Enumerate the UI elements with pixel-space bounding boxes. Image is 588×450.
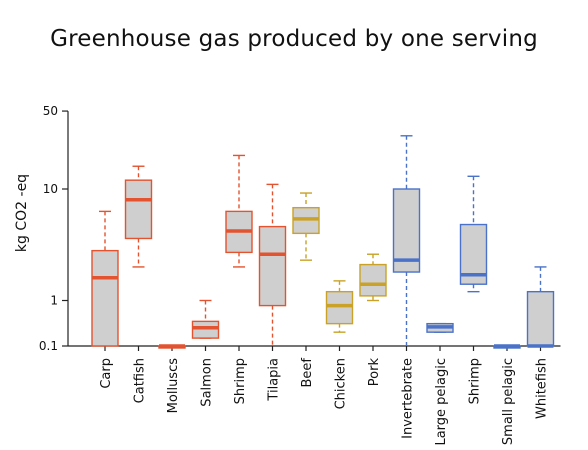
y-tick-label: 1 xyxy=(50,294,58,308)
iqr-box xyxy=(124,179,153,240)
iqr-box xyxy=(325,290,354,325)
y-axis: 50 10 1 0.1 xyxy=(39,104,69,353)
x-tick-label: Large pelagic xyxy=(434,358,449,446)
x-tick-label: Molluscs xyxy=(166,358,181,414)
iqr-box xyxy=(392,188,421,273)
x-tick-label: Beef xyxy=(300,358,315,388)
box-beef xyxy=(292,192,320,261)
box-invertebrate xyxy=(392,135,421,346)
box-tilapia xyxy=(258,183,287,346)
x-tick-label: Small pelagic xyxy=(501,358,516,445)
x-tick-label: Pork xyxy=(367,358,382,387)
y-tick-label: 0.1 xyxy=(39,339,58,353)
chart-title: Greenhouse gas produced by one serving xyxy=(50,26,538,52)
iqr-box xyxy=(526,290,555,347)
iqr-box xyxy=(91,249,119,347)
box-carp xyxy=(91,210,119,347)
box-shrimp xyxy=(225,154,253,268)
y-tick-label: 50 xyxy=(43,104,58,118)
box-salmon xyxy=(191,299,220,339)
x-tick-label: Invertebrate xyxy=(401,358,416,439)
x-tick-label: Catfish xyxy=(133,358,148,403)
x-tick-label: Shrimp xyxy=(468,358,483,404)
box-small-pelagic xyxy=(493,344,521,349)
boxes xyxy=(91,135,555,349)
box-chicken xyxy=(325,280,354,333)
x-tick-label: Carp xyxy=(99,358,114,389)
y-axis-label: kg CO2 -eq xyxy=(14,174,30,252)
box-large-pelagic xyxy=(426,322,454,333)
x-tick-label: Whitefish xyxy=(535,358,550,419)
box-pork xyxy=(359,253,387,302)
x-tick-label: Tilapia xyxy=(267,358,282,402)
box-whitefish xyxy=(526,266,555,348)
x-axis: Carp Catfish Molluscs Salmon Shrimp Tilapia Be… xyxy=(68,345,561,446)
iqr-box xyxy=(191,320,220,339)
box-shrimp xyxy=(459,175,488,293)
iqr-box xyxy=(359,263,387,297)
x-tick-label: Shrimp xyxy=(233,358,248,404)
iqr-box xyxy=(258,225,287,307)
box-catfish xyxy=(124,165,153,268)
x-tick-label: Salmon xyxy=(200,358,215,407)
y-tick-label: 10 xyxy=(43,182,58,196)
x-tick-label: Chicken xyxy=(334,358,349,409)
box-molluscs xyxy=(158,344,186,349)
